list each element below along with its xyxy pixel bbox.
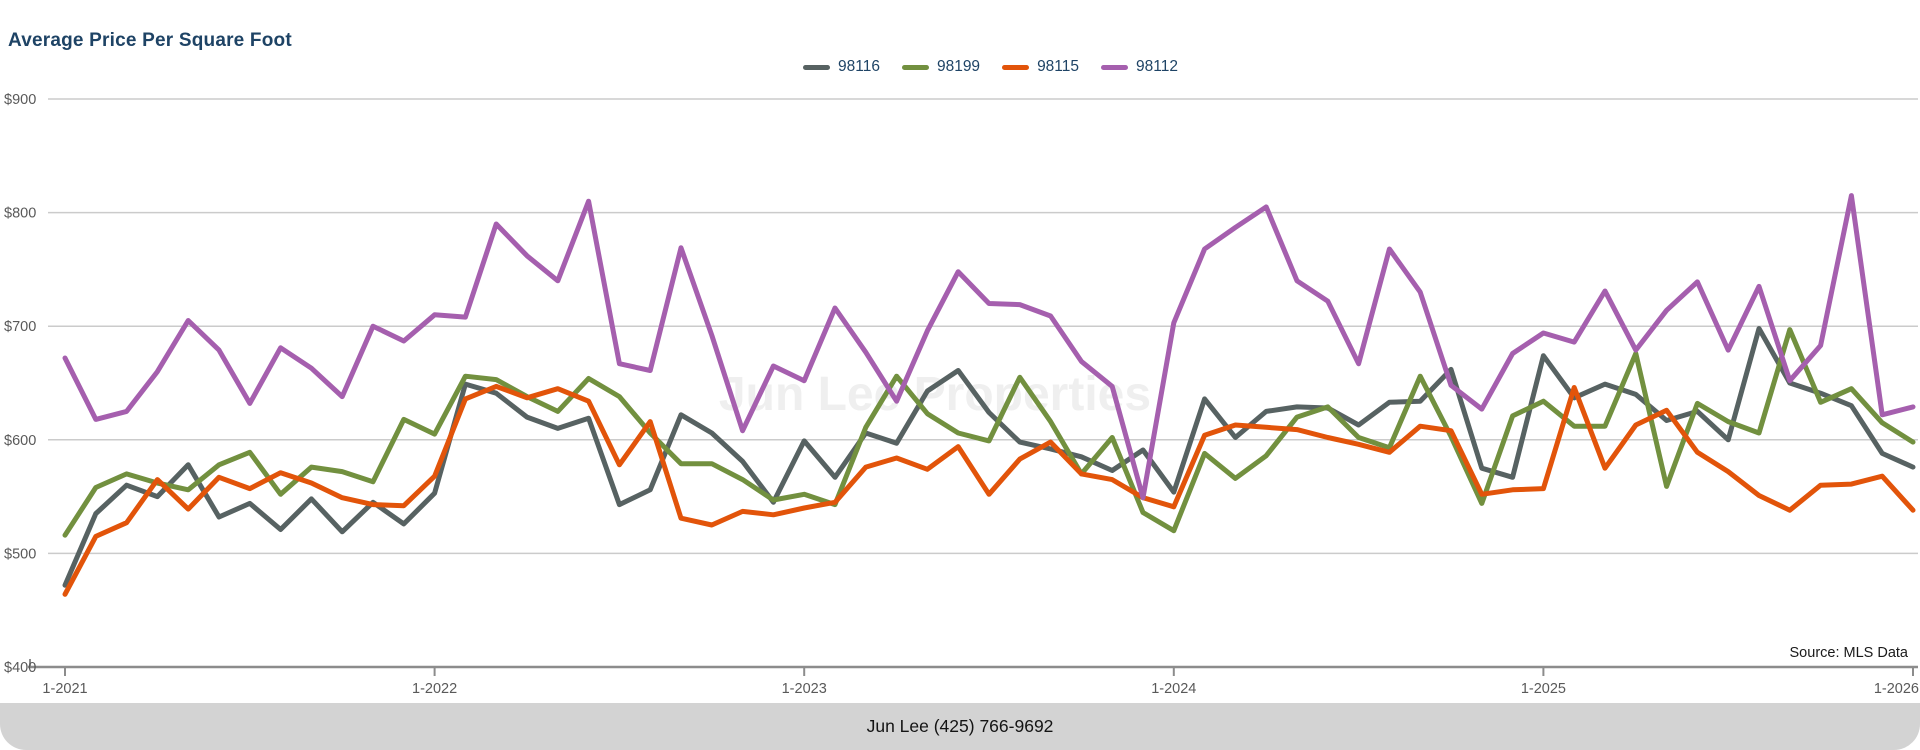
legend-item-98115[interactable]: 98115 (1002, 58, 1079, 76)
x-axis: 1-2021 1-2022 1-2023 1-2024 1-2025 1-2026 (42, 667, 1919, 697)
x-axis-label: 1-2023 (782, 681, 827, 697)
series-line-98116 (62, 326, 1916, 588)
legend-item-98199[interactable]: 98199 (901, 58, 981, 76)
legend-swatch-icon (803, 64, 830, 70)
page-title: Average Price Per Square Foot (8, 30, 292, 51)
chart-legend: 98116 98199 98115 98112 (803, 58, 1178, 76)
legend-label: 98199 (936, 58, 981, 75)
series-line-98199 (62, 327, 1916, 538)
y-axis-label: $600 (4, 433, 36, 449)
y-axis-label: $700 (4, 319, 36, 335)
x-axis-label: 1-2025 (1521, 681, 1566, 697)
legend-label: 98112 (1136, 58, 1178, 75)
legend-item-98112[interactable]: 98112 (1101, 58, 1178, 76)
legend-swatch-icon (901, 64, 929, 70)
y-axis-label: $400 (4, 660, 36, 676)
y-axis-label: $500 (4, 546, 36, 562)
series-line-98112 (62, 193, 1916, 501)
legend-swatch-icon (1101, 64, 1129, 70)
legend-swatch-icon (1002, 64, 1030, 70)
x-axis-label: 1-2024 (1151, 681, 1196, 697)
source-note: Source: MLS Data (1790, 645, 1909, 661)
y-axis-label: $800 (4, 206, 36, 222)
legend-label: 98115 (1037, 58, 1080, 75)
series-line-98115 (62, 383, 1916, 597)
legend-label: 98116 (838, 58, 880, 75)
x-axis-label: 1-2022 (412, 681, 457, 697)
watermark: Jun Lee Properties (719, 368, 1151, 421)
footer-bar: Jun Lee (425) 766-9692 (0, 703, 1920, 750)
x-axis-label: 1-2021 (42, 681, 87, 697)
footer-contact: Jun Lee (425) 766-9692 (866, 716, 1054, 736)
legend-item-98116[interactable]: 98116 (803, 58, 880, 76)
x-axis-label: 1-2026 (1874, 681, 1919, 697)
y-axis-label: $900 (4, 92, 36, 108)
